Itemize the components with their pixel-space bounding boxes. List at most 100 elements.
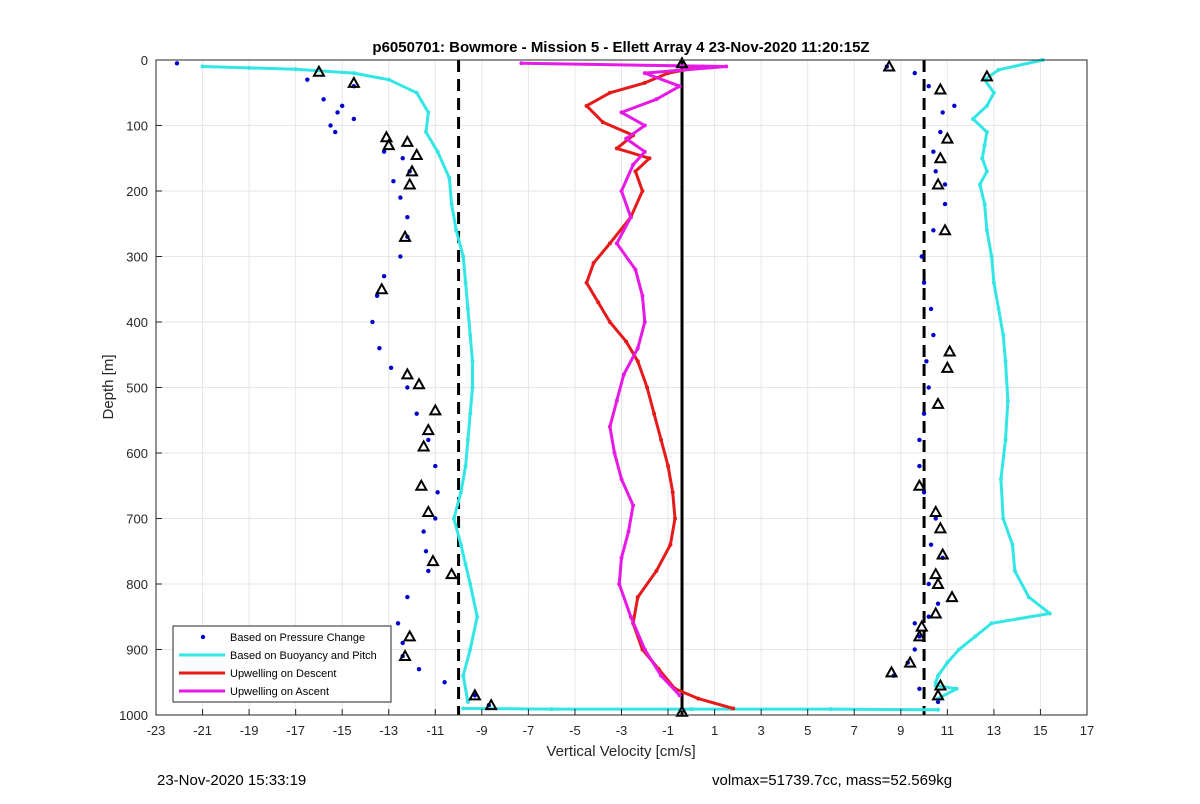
turnaround-marker: [942, 344, 957, 357]
series-point: [435, 149, 440, 154]
turnaround-marker: [915, 619, 929, 632]
legend-label: Upwelling on Descent: [230, 668, 336, 680]
turnaround-marker: [312, 64, 326, 77]
series-point: [619, 189, 624, 193]
pressure-point: [442, 680, 447, 685]
series-point: [423, 130, 428, 135]
turnaround-marker: [980, 69, 994, 82]
x-tick-label: 9: [897, 723, 904, 738]
series-point: [640, 293, 645, 298]
series-point: [642, 80, 647, 85]
x-tick-label: 15: [1033, 723, 1047, 738]
series-point: [991, 280, 996, 285]
pressure-point: [423, 549, 429, 554]
series-point: [465, 306, 470, 311]
series-point: [619, 110, 624, 115]
turnaround-marker: [929, 567, 943, 580]
pressure-point: [921, 490, 927, 495]
series-point: [689, 707, 694, 712]
series-point: [470, 385, 475, 390]
series-point: [449, 202, 454, 207]
turnaround-marker: [940, 131, 955, 144]
series-point: [351, 71, 356, 76]
pressure-point: [335, 110, 340, 115]
series-point: [989, 254, 994, 259]
series-point: [677, 693, 682, 698]
series-point: [640, 189, 645, 193]
series-point: [451, 516, 456, 521]
series-point: [470, 359, 475, 364]
y-tick-label: 100: [126, 119, 148, 134]
pressure-point: [921, 280, 927, 285]
pressure-point: [942, 201, 948, 207]
turnaround-marker: [402, 629, 417, 642]
series-point: [984, 228, 989, 233]
turnaround-marker: [675, 704, 689, 717]
series-point: [633, 267, 638, 272]
turnaround-marker: [933, 151, 948, 164]
series-point: [1001, 333, 1006, 338]
turnaround-marker: [929, 606, 943, 619]
vertical-velocity-chart: -23 -21 -19 -17 -15 -13 -11 -9 -7 -5 -3 -1 1 3 5 7 9 11 13…: [100, 39, 1094, 760]
series-point: [666, 464, 671, 469]
series-point: [607, 241, 612, 246]
pressure-point: [912, 70, 917, 76]
pressure-point: [405, 594, 410, 600]
pressure-point: [421, 529, 426, 534]
series-point: [647, 156, 652, 161]
series-point: [628, 614, 633, 619]
turnaround-marker: [421, 504, 436, 517]
series-point: [461, 673, 466, 678]
series-point: [724, 64, 729, 69]
y-tick-label: 0: [141, 53, 148, 68]
turnaround-marker: [938, 223, 952, 236]
legend-swatch: [200, 634, 206, 640]
series-point: [696, 696, 701, 701]
series-point: [996, 306, 1001, 311]
series-point: [633, 169, 638, 174]
pressure-point: [381, 149, 387, 154]
series-point: [631, 503, 636, 508]
series-point: [519, 61, 524, 66]
series-point: [635, 346, 640, 351]
x-tick-label: 11: [941, 723, 955, 738]
series-line: [463, 707, 939, 712]
turnaround-marker: [382, 138, 396, 151]
pressure-point: [931, 332, 936, 338]
series-line: [202, 65, 479, 703]
series-point: [624, 339, 629, 344]
turnaround-marker: [912, 478, 927, 491]
pressure-point: [400, 640, 405, 646]
series-line: [585, 65, 734, 710]
pressure-point: [174, 61, 180, 66]
pressure-point: [328, 123, 333, 128]
turnaround-marker: [931, 688, 945, 701]
series-point: [596, 300, 601, 305]
series-point: [654, 568, 659, 573]
pressure-point: [917, 463, 922, 469]
y-tick-label: 800: [126, 577, 148, 592]
pressure-point: [370, 319, 375, 325]
x-tick-label: 1: [711, 723, 718, 738]
legend-label: Based on Buoyancy and Pitch: [230, 650, 377, 662]
x-tick-label: 7: [851, 723, 858, 738]
reference-lines: [457, 60, 926, 715]
pressure-point: [305, 77, 310, 82]
turnaround-markers: [312, 56, 994, 717]
series-point: [670, 490, 675, 495]
turnaround-marker: [882, 59, 896, 72]
y-tick-label: 400: [126, 315, 148, 330]
series-point: [642, 647, 647, 652]
series-point: [200, 64, 205, 69]
series-point: [936, 707, 941, 712]
pressure-point: [938, 129, 943, 135]
x-tick-label: -7: [523, 723, 535, 738]
turnaround-marker: [931, 576, 945, 589]
series-point: [468, 647, 473, 652]
series-point: [458, 490, 463, 495]
x-axis-label: Vertical Velocity [cm/s]: [546, 743, 695, 760]
series-point: [463, 562, 468, 567]
turnaround-marker: [935, 547, 950, 560]
pressure-point: [926, 84, 931, 89]
pressure-point: [935, 699, 941, 705]
